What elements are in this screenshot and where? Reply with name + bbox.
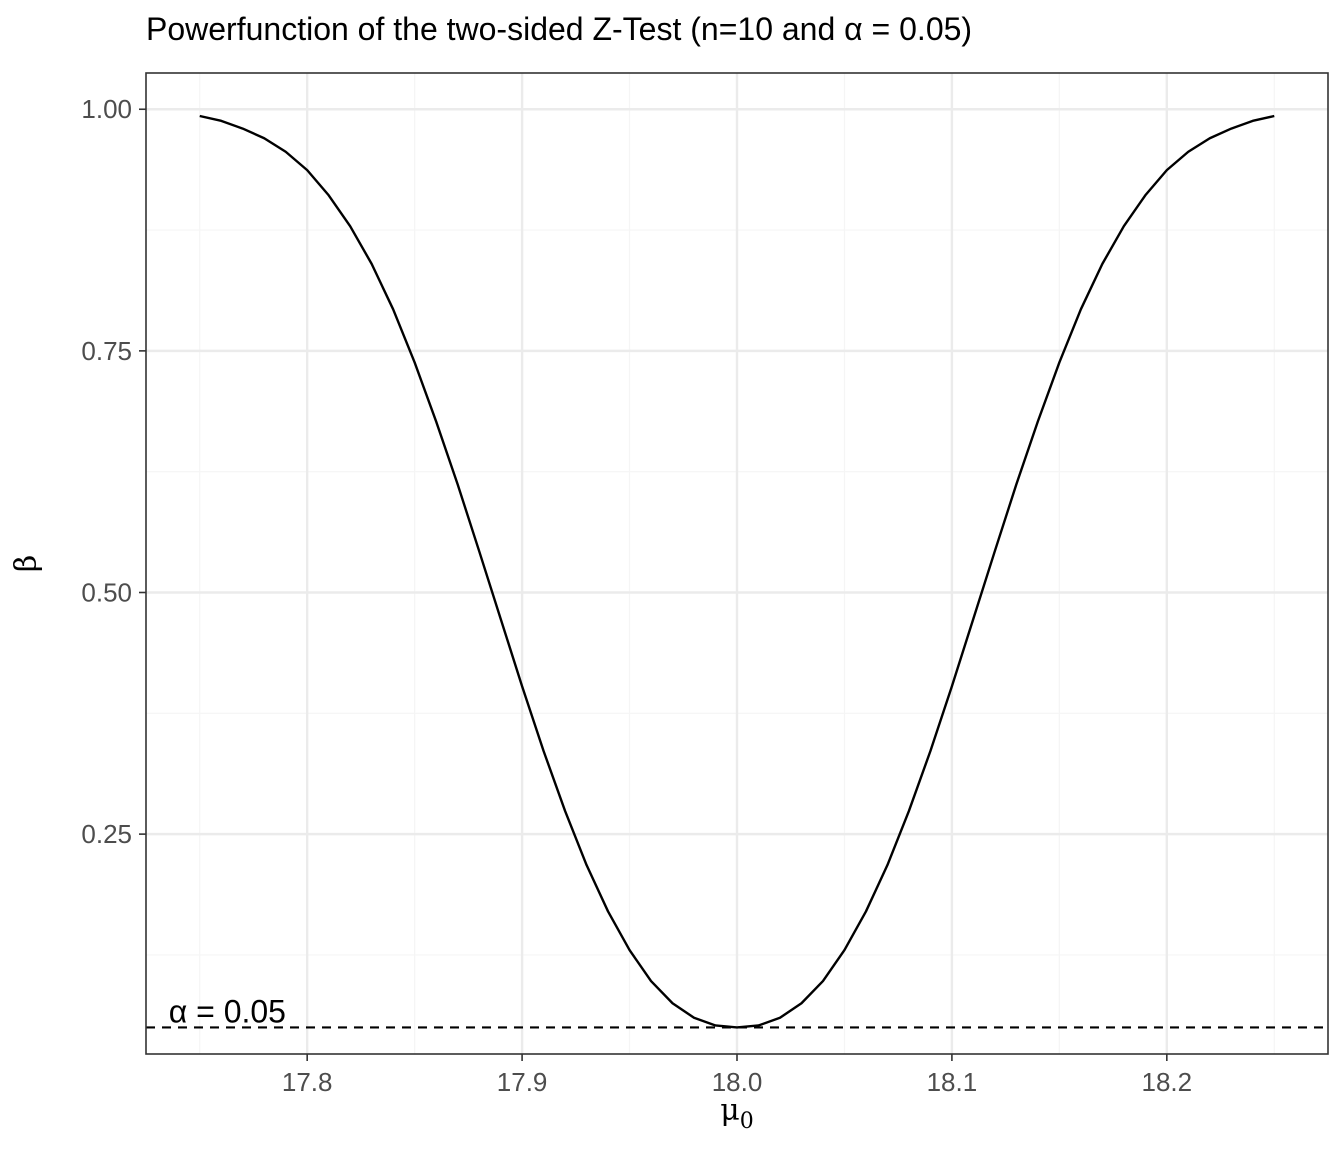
chart-title: Powerfunction of the two-sided Z-Test (n…	[146, 11, 972, 47]
y-tick-label-0: 0.25	[81, 819, 132, 849]
data-layer: α = 0.05	[146, 114, 1328, 1029]
x-tick-label-2: 18.0	[712, 1067, 763, 1097]
y-axis: 0.25 0.50 0.75 1.00	[81, 94, 146, 849]
y-tick-label-3: 1.00	[81, 94, 132, 124]
x-tick-label-1: 17.9	[497, 1067, 548, 1097]
x-tick-label-3: 18.1	[927, 1067, 978, 1097]
y-axis-title: β	[9, 555, 44, 572]
x-axis: 17.8 17.9 18.0 18.1 18.2	[282, 1054, 1192, 1097]
x-tick-label-0: 17.8	[282, 1067, 333, 1097]
alpha-annotation: α = 0.05	[169, 993, 286, 1029]
major-gridlines	[146, 73, 1328, 1054]
x-tick-label-4: 18.2	[1142, 1067, 1193, 1097]
power-curve-line	[199, 114, 1275, 1029]
x-axis-title-main: μ	[720, 1093, 740, 1128]
y-tick-label-1: 0.50	[81, 577, 132, 607]
y-tick-label-2: 0.75	[81, 336, 132, 366]
x-axis-title: μ0	[720, 1093, 754, 1134]
x-axis-title-subscript: 0	[740, 1109, 754, 1134]
